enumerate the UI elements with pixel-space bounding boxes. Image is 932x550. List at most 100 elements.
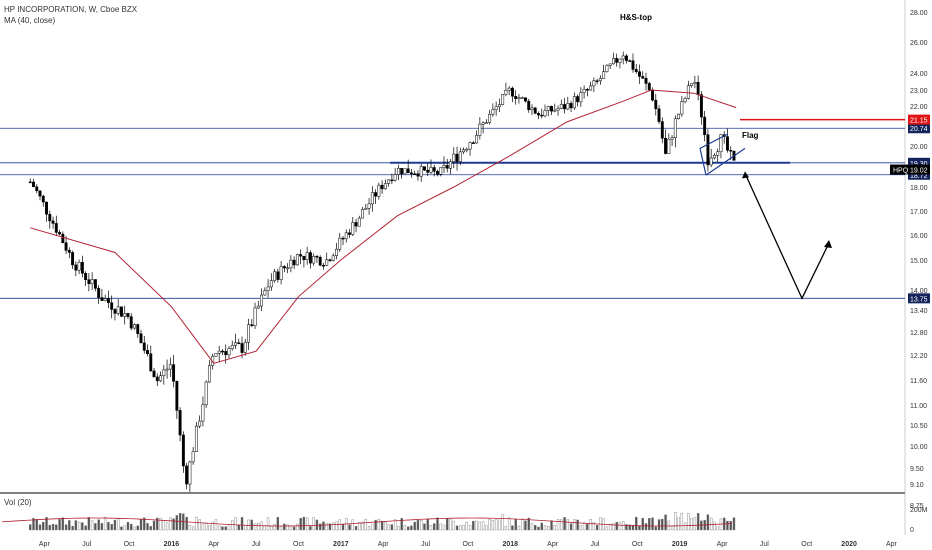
volume-bar: [162, 520, 166, 531]
candle-body: [703, 116, 707, 136]
candle-body: [533, 107, 537, 114]
projection-arrow: [744, 173, 830, 300]
candle-body: [331, 255, 335, 261]
volume-bar: [136, 525, 139, 531]
volume-bar: [42, 521, 45, 531]
volume-bar: [240, 517, 244, 531]
time-tick-label: Oct: [293, 541, 304, 548]
candle-body: [51, 220, 55, 224]
candle-body: [341, 237, 345, 240]
candle-body: [478, 123, 482, 136]
price-tick-label: 24.00: [910, 71, 928, 78]
volume-bar: [380, 520, 384, 531]
volume-bar: [149, 526, 152, 531]
price-tick-label: 26.00: [910, 40, 928, 47]
candle-body: [155, 376, 159, 382]
candle-body: [230, 345, 234, 349]
volume-bar: [420, 520, 423, 531]
time-tick-label: Jul: [421, 541, 430, 548]
candle-body: [250, 324, 254, 327]
price-tag-label: 13.75: [910, 296, 928, 303]
candle-body: [566, 103, 570, 110]
time-tick-label: 2018: [502, 541, 518, 548]
volume-tick-label: 200M: [910, 507, 928, 514]
candle-body: [93, 279, 97, 289]
price-tag: [908, 293, 930, 304]
candle-body: [390, 179, 394, 182]
candle-body: [181, 434, 185, 467]
volume-bar: [367, 525, 371, 531]
candle-body: [556, 108, 560, 111]
hs-top-annotation: H&S-top: [620, 13, 652, 22]
candle-body: [227, 348, 231, 356]
candle-body: [377, 184, 381, 197]
candle-body: [58, 232, 62, 235]
candle-body: [312, 255, 316, 264]
volume-bar: [263, 525, 267, 531]
candle-body: [569, 103, 573, 109]
candle-body: [370, 192, 374, 205]
volume-bar: [156, 517, 159, 531]
candle-body: [465, 148, 469, 151]
candle-body: [253, 307, 257, 327]
candle-body: [409, 172, 413, 175]
candle-body: [579, 92, 583, 103]
price-tick-label: 23.00: [910, 88, 928, 95]
candle-body: [45, 201, 48, 215]
volume-bar: [175, 515, 179, 531]
candle-body: [602, 71, 606, 79]
candle-body: [690, 83, 694, 86]
volume-ma-line: [1, 517, 733, 527]
candle-body: [481, 122, 485, 125]
volume-bar: [94, 523, 97, 531]
volume-bar: [579, 525, 583, 531]
volume-bar: [364, 518, 368, 531]
candle-body: [256, 305, 260, 309]
time-tick-label: Apr: [547, 541, 559, 548]
price-tick-label: 10.00: [910, 444, 928, 451]
volume-bar: [61, 517, 65, 531]
candle-body: [530, 107, 534, 110]
volume-bar: [113, 519, 117, 531]
price-tick-label: 17.00: [910, 209, 928, 216]
price-tick-label: 11.00: [910, 403, 927, 410]
candle-body: [709, 157, 713, 166]
volume-bar: [442, 524, 446, 531]
candle-body: [367, 203, 371, 209]
volume-bar: [511, 525, 514, 531]
candle-body: [517, 97, 521, 100]
candle-body: [449, 161, 452, 169]
volume-bar: [312, 517, 315, 531]
volume-bar: [289, 525, 293, 531]
volume-bar: [416, 519, 420, 531]
time-tick-label: Jul: [760, 541, 769, 548]
volume-bar: [680, 512, 684, 531]
volume-bar: [501, 514, 504, 531]
candle-body: [439, 167, 443, 175]
volume-bar: [221, 526, 224, 531]
volume-bar: [504, 526, 508, 531]
candle-body: [618, 58, 622, 63]
volume-bar: [266, 517, 270, 531]
volume-bar: [726, 520, 729, 531]
volume-bar: [302, 516, 306, 531]
candle-body: [194, 425, 198, 452]
candle-body: [201, 404, 205, 422]
candle-body: [48, 213, 52, 222]
volume-bar: [436, 517, 439, 531]
projection-arrowhead: [824, 240, 832, 248]
candle-body: [406, 168, 410, 174]
candle-body: [129, 316, 133, 329]
candle-body: [543, 110, 547, 117]
volume-bar: [218, 525, 221, 531]
candle-body: [686, 85, 690, 99]
volume-bar: [491, 520, 495, 531]
candle-body: [475, 135, 479, 144]
candle-body: [491, 109, 495, 115]
candle-body: [224, 351, 228, 356]
price-tick-label: 22.00: [910, 104, 928, 111]
volume-bar: [677, 517, 680, 531]
candle-body: [152, 370, 156, 378]
candle-body: [416, 173, 420, 177]
